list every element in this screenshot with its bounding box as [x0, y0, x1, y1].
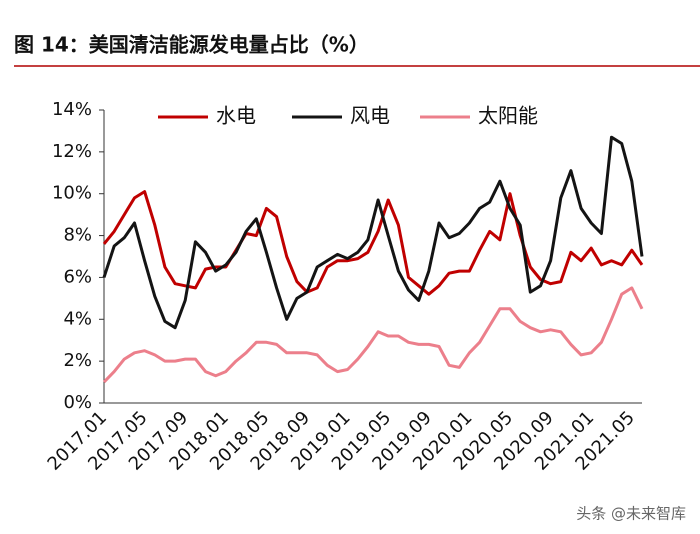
y-tick-label: 12%: [52, 141, 92, 162]
y-tick-label: 14%: [52, 99, 92, 120]
y-tick-label: 4%: [63, 308, 92, 329]
y-tick-label: 2%: [63, 350, 92, 371]
series-line: [102, 190, 644, 296]
title: 图 14：美国清洁能源发电量占比（%）: [14, 33, 369, 57]
legend-label: 太阳能: [478, 104, 538, 128]
y-tick-label: 0%: [63, 392, 92, 413]
y-tick-label: 6%: [63, 266, 92, 287]
y-tick-label: 8%: [63, 225, 92, 246]
legend-label: 水电: [216, 104, 256, 128]
watermark: 头条 @未来智库: [576, 505, 686, 523]
legend-label: 风电: [350, 104, 390, 128]
series-line: [102, 135, 644, 330]
y-tick-label: 10%: [52, 183, 92, 204]
series-line: [102, 286, 644, 384]
